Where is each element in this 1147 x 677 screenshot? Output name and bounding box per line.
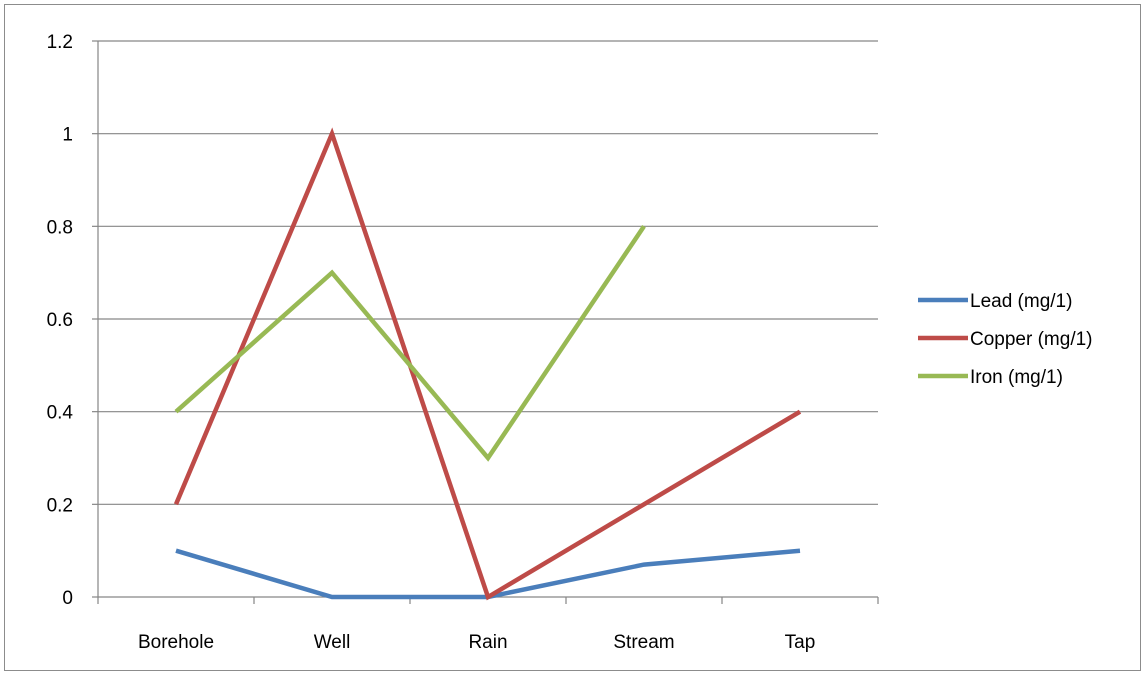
x-tick-label: Tap xyxy=(785,632,816,653)
y-tick-label: 0 xyxy=(62,588,73,609)
series-line-2 xyxy=(174,225,646,462)
legend-label-0: Lead (mg/1) xyxy=(970,291,1072,312)
x-tick-label: Well xyxy=(314,632,351,653)
y-axis-ticks: 0 0.2 0.4 0.6 0.8 1 1.2 xyxy=(47,32,74,609)
y-tick-label: 0.6 xyxy=(47,310,73,331)
series-lines xyxy=(173,127,802,601)
series-line-1 xyxy=(173,127,802,601)
legend-label-2: Iron (mg/1) xyxy=(970,367,1063,388)
legend: Lead (mg/1) Copper (mg/1) Iron (mg/1) xyxy=(918,291,1093,388)
x-tick-label: Rain xyxy=(468,632,507,653)
y-tick-label: 0.4 xyxy=(47,403,74,424)
gridlines xyxy=(98,40,878,505)
y-tick-label: 0.2 xyxy=(47,495,73,516)
y-tick-label: 1 xyxy=(62,125,73,146)
y-tick-label: 0.8 xyxy=(47,217,73,238)
x-axis-ticks: Borehole Well Rain Stream Tap xyxy=(138,632,815,653)
y-tick-label: 1.2 xyxy=(47,32,73,53)
x-tick-label: Stream xyxy=(613,632,674,653)
x-tick-label: Borehole xyxy=(138,632,214,653)
legend-label-1: Copper (mg/1) xyxy=(970,329,1093,350)
axes xyxy=(92,40,879,604)
